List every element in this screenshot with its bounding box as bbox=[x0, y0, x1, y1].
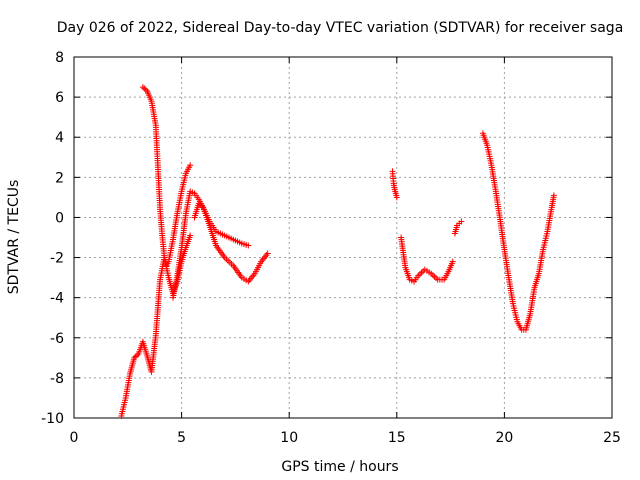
x-tick-label: 15 bbox=[388, 430, 406, 446]
chart-title: Day 026 of 2022, Sidereal Day-to-day VTE… bbox=[57, 20, 624, 36]
data-point-shoulder bbox=[245, 242, 252, 249]
y-tick-label: -2 bbox=[50, 251, 64, 267]
data-point-rise-a bbox=[131, 354, 138, 361]
y-tick-label: 4 bbox=[55, 130, 64, 146]
trace-marker-peak-decline bbox=[142, 86, 149, 93]
plot-frame bbox=[73, 56, 613, 419]
x-tick-label: 20 bbox=[495, 430, 513, 446]
data-point-v-shape bbox=[550, 192, 557, 199]
y-tick-label: -4 bbox=[50, 291, 64, 307]
y-tick-label: -6 bbox=[50, 331, 64, 347]
data-point-peak-decline bbox=[187, 162, 194, 169]
y-axis-label: SDTVAR / TECUs bbox=[6, 180, 22, 295]
y-tick-label: 2 bbox=[55, 170, 64, 186]
trace-marker-shoulder bbox=[198, 203, 205, 210]
y-tick-label: -10 bbox=[41, 411, 64, 427]
trace-marker-peak-decline bbox=[141, 85, 148, 92]
x-axis-label: GPS time / hours bbox=[281, 459, 398, 475]
x-tick-label: 10 bbox=[280, 430, 298, 446]
trace-marker-shoulder bbox=[197, 201, 204, 208]
data-point-hump bbox=[264, 250, 271, 257]
data-point-mid-b bbox=[449, 258, 456, 265]
data-points bbox=[118, 84, 557, 419]
trace-marker-rise-a bbox=[134, 352, 141, 359]
data-point-mid-c bbox=[458, 218, 465, 225]
y-tick-label: 8 bbox=[55, 50, 64, 66]
y-tick-label: 6 bbox=[55, 90, 64, 106]
x-tick-label: 25 bbox=[603, 430, 621, 446]
grid-lines bbox=[74, 57, 612, 418]
x-tick-label: 5 bbox=[177, 430, 186, 446]
data-point-shoulder bbox=[195, 200, 202, 207]
y-tick-label: -8 bbox=[50, 371, 64, 387]
data-point-peak-decline bbox=[139, 84, 146, 91]
x-tick-label: 0 bbox=[70, 430, 79, 446]
data-point-mid-a bbox=[393, 194, 400, 201]
data-point-rise-a bbox=[187, 232, 194, 239]
y-tick-label: 0 bbox=[55, 210, 64, 226]
trace-marker-rise-a bbox=[132, 353, 139, 360]
axis-ticks: 0 5 10 15 20 25 -10 -8 -6 -4 -2 0 2 4 6 8 bbox=[41, 50, 621, 446]
